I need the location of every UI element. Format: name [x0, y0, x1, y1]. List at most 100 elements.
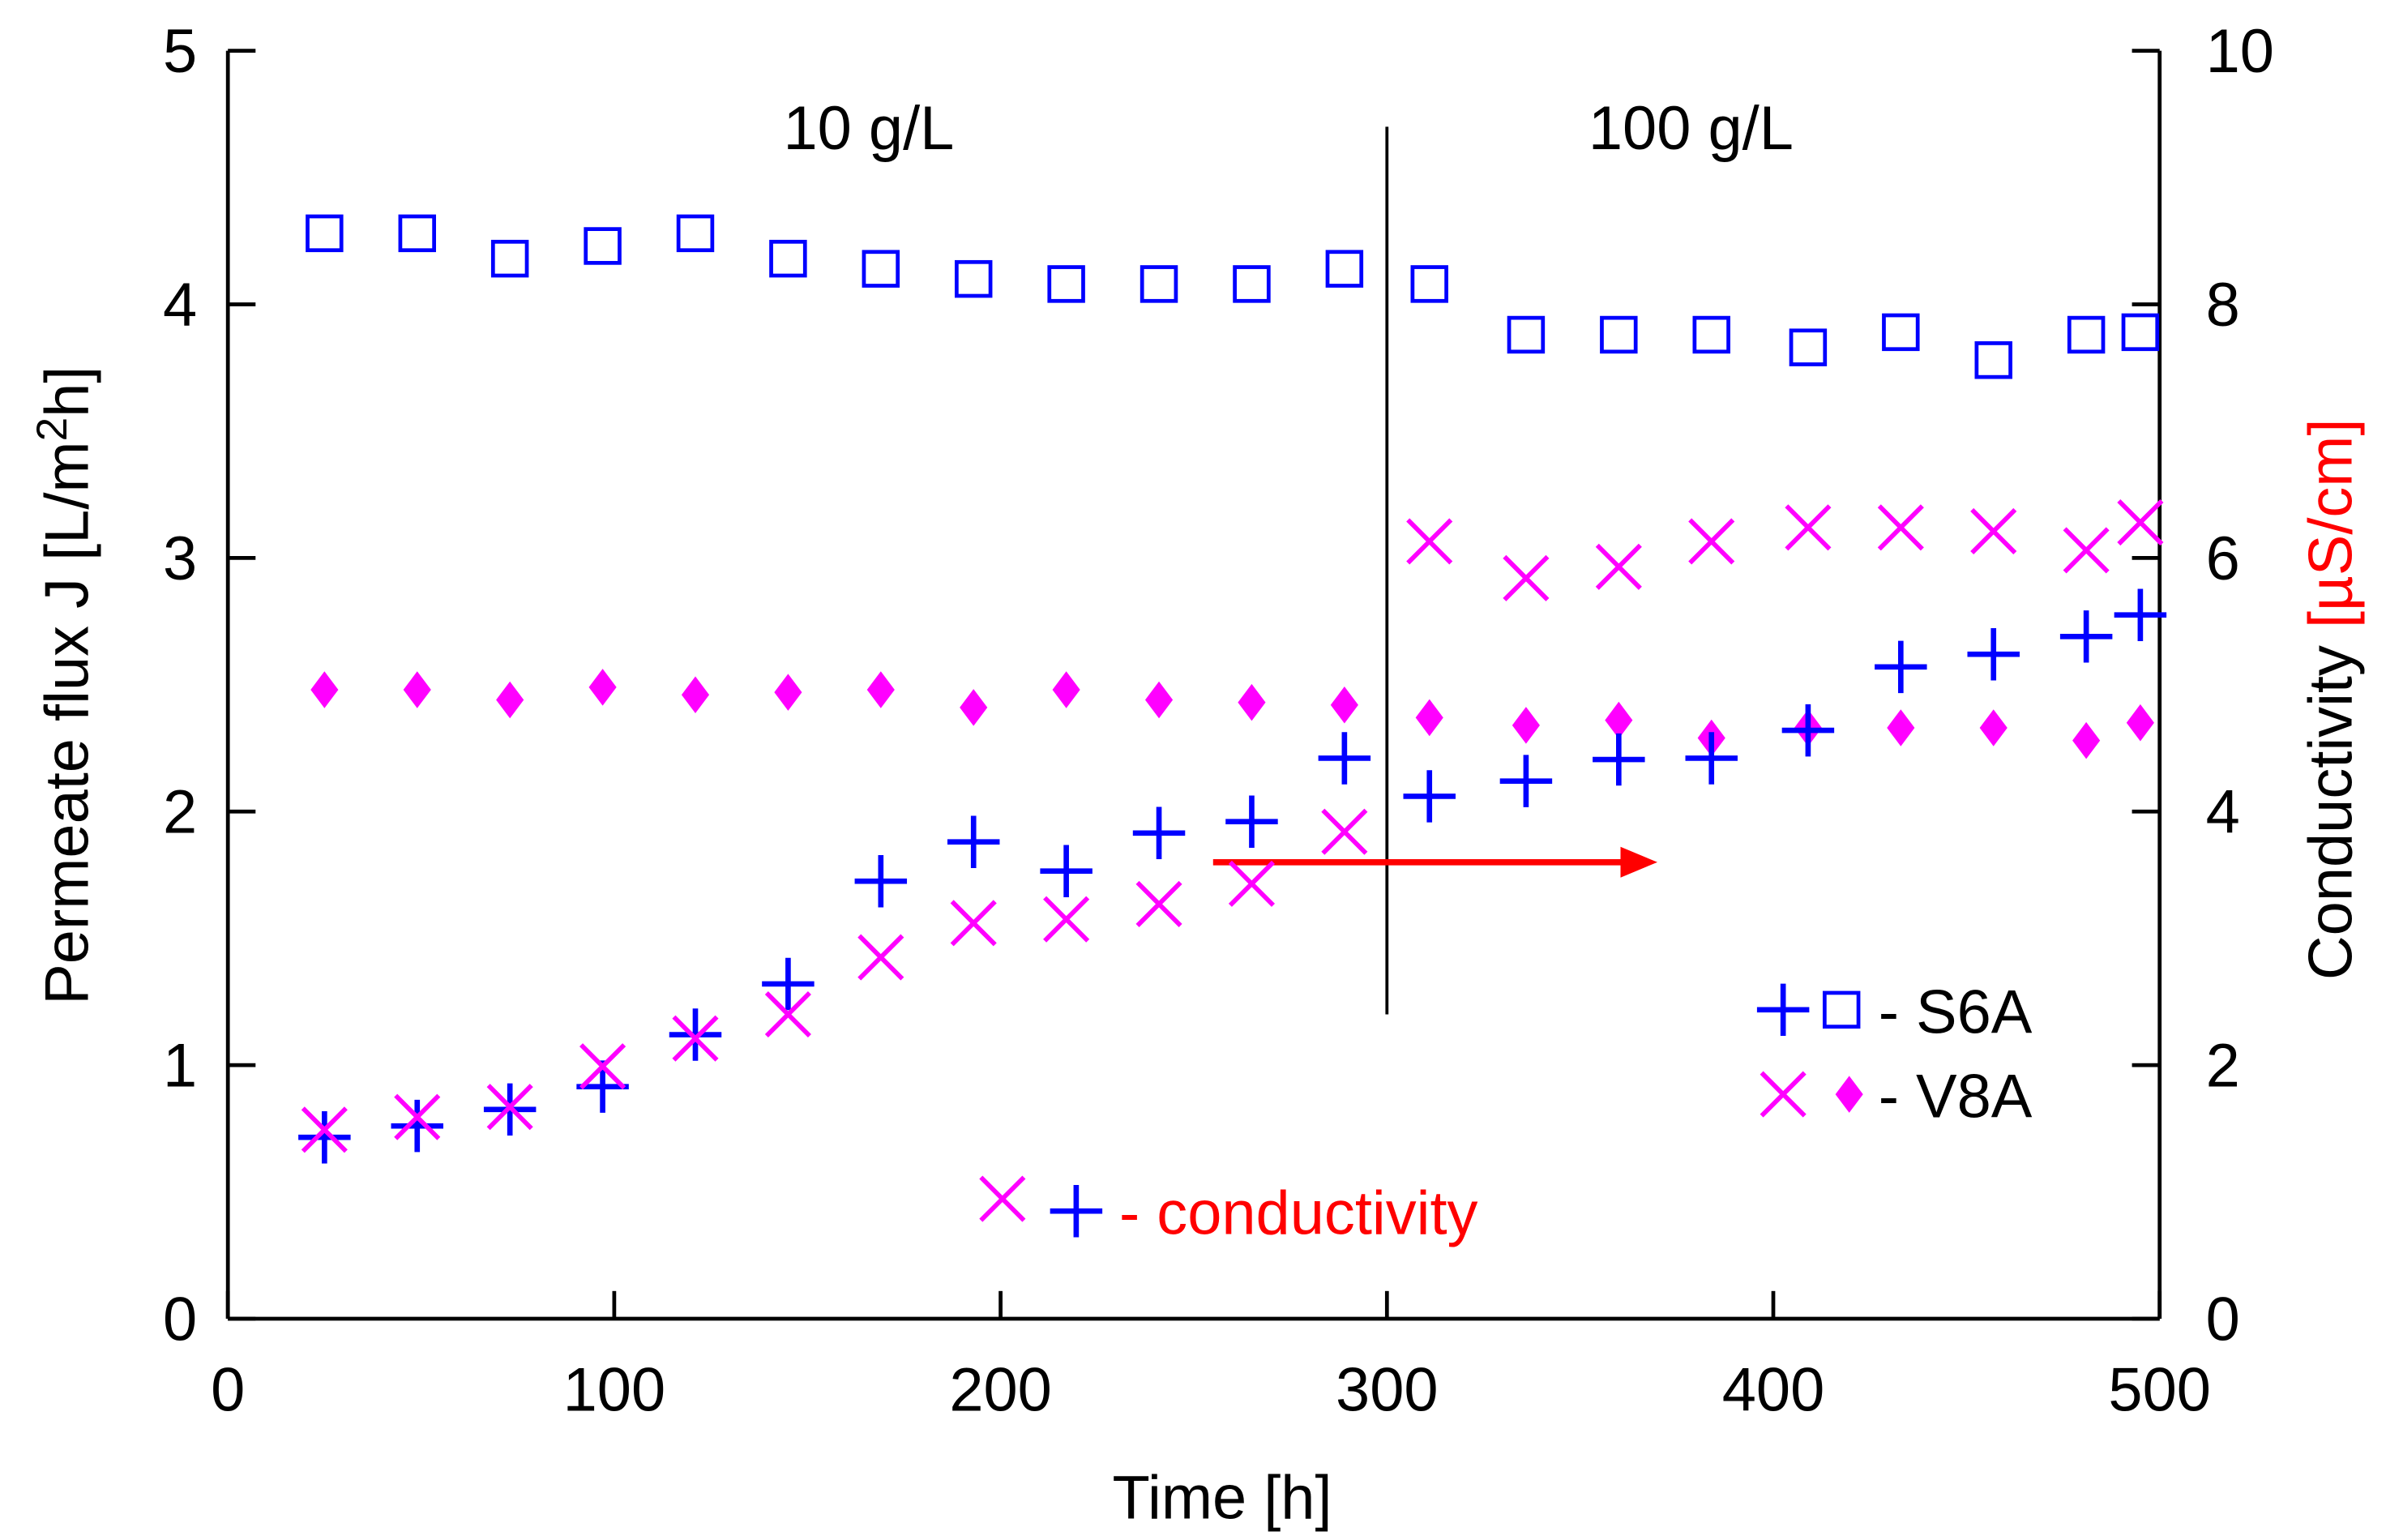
plus-marker-icon [2114, 588, 2167, 641]
diamond-marker-icon [1979, 709, 2008, 746]
data-point [1595, 543, 1642, 590]
data-point [1047, 265, 1085, 303]
y-tick-label: 3 [163, 524, 197, 593]
legend-s6a-square-marker [1822, 990, 1861, 1029]
red-arrow-head [1620, 846, 1657, 878]
x-tick-label: 300 [1336, 1356, 1439, 1425]
y-axis-label: Permeate flux J [L/m2h] [28, 366, 102, 1005]
data-point [857, 934, 904, 981]
diamond-marker-icon [588, 669, 617, 706]
data-point [403, 671, 431, 708]
y-tick-label: 0 [163, 1285, 197, 1354]
x-marker-icon [857, 934, 904, 981]
data-point [862, 250, 900, 288]
data-point [960, 689, 988, 726]
data-point [486, 1084, 533, 1131]
square-marker-icon [1507, 315, 1546, 354]
diamond-marker-icon [496, 681, 524, 719]
y-tick-label: 1 [163, 1032, 197, 1101]
diamond-marker-icon [1238, 683, 1266, 721]
data-point [1507, 315, 1546, 354]
data-marks [298, 214, 2167, 1164]
data-point [1135, 880, 1182, 927]
x-marker-icon [1785, 504, 1832, 551]
data-point [579, 1043, 626, 1090]
data-point [1967, 627, 2020, 681]
diamond-marker-icon [1144, 681, 1174, 719]
series-v8a-flux [310, 669, 2154, 759]
y2-tick-label: 6 [2206, 524, 2240, 593]
x-tick-label: 200 [949, 1356, 1052, 1425]
annotations: 10 g/L 100 g/L [783, 94, 1794, 1015]
series-v8a-conductivity [301, 498, 2164, 1153]
data-point [1877, 504, 1924, 551]
data-point [301, 1106, 348, 1153]
data-point [1043, 896, 1090, 943]
diamond-marker-icon [1835, 1076, 1863, 1113]
plus-marker-icon [1593, 733, 1645, 786]
legend: - S6A - V8A - conductivity [979, 977, 2033, 1248]
diamond-marker-icon [1605, 701, 1633, 739]
data-point [584, 227, 622, 265]
y2-axis-label: Conductivity [µS/cm] [2297, 418, 2366, 980]
plus-marker-icon [1225, 795, 1278, 848]
plus-marker-icon [1756, 983, 1810, 1037]
data-point [1499, 755, 1553, 807]
data-point [947, 815, 1000, 868]
data-point [854, 855, 908, 908]
y2-tick-label: 10 [2206, 17, 2274, 86]
data-point [2117, 498, 2164, 546]
x-marker-icon [486, 1084, 533, 1131]
legend-cond-x-marker [979, 1175, 1026, 1222]
data-point [1228, 860, 1276, 907]
square-marker-icon [1600, 315, 1638, 354]
series-s6a-conductivity [298, 588, 2167, 1164]
x-marker-icon [1228, 860, 1276, 907]
plus-marker-icon [391, 1099, 444, 1153]
diamond-marker-icon [866, 671, 895, 708]
square-marker-icon [2067, 315, 2106, 354]
diamond-marker-icon [1330, 687, 1358, 724]
x-tick-label: 0 [211, 1356, 245, 1425]
data-point [1406, 518, 1453, 565]
data-point [298, 1111, 351, 1164]
plus-marker-icon [1499, 755, 1553, 807]
square-marker-icon [1140, 265, 1178, 303]
data-point [2067, 315, 2106, 354]
x-axis-label: Time [h] [1112, 1463, 1332, 1532]
x-marker-icon [1970, 507, 2017, 555]
x-marker-icon [301, 1106, 348, 1153]
data-point [681, 676, 710, 714]
data-point [2126, 704, 2154, 742]
data-point [2072, 721, 2101, 759]
data-point [394, 1093, 441, 1140]
legend-s6a-plus-marker [1756, 983, 1810, 1037]
x-marker-icon [1595, 543, 1642, 590]
square-marker-icon [1410, 265, 1448, 303]
diamond-marker-icon [403, 671, 431, 708]
legend-cond-plus-marker [1050, 1184, 1103, 1238]
data-point [398, 214, 436, 253]
axes [225, 50, 2162, 1321]
legend-s6a-label: - S6A [1879, 977, 2033, 1046]
data-point [1970, 507, 2017, 555]
data-point [1321, 808, 1368, 855]
data-point [2114, 588, 2167, 641]
diamond-marker-icon [1887, 709, 1915, 746]
x-marker-icon [1043, 896, 1090, 943]
data-point [2121, 313, 2160, 352]
square-marker-icon [769, 239, 807, 278]
data-point [391, 1099, 444, 1153]
data-point [1789, 328, 1828, 366]
square-marker-icon [1974, 341, 2012, 379]
x-marker-icon [1688, 518, 1735, 565]
data-point [1318, 732, 1371, 785]
diamond-marker-icon [774, 674, 802, 711]
square-marker-icon [954, 259, 993, 298]
diamond-marker-icon [1512, 707, 1540, 744]
x-marker-icon [1135, 880, 1182, 927]
data-point [1688, 518, 1735, 565]
data-point [669, 1008, 722, 1061]
